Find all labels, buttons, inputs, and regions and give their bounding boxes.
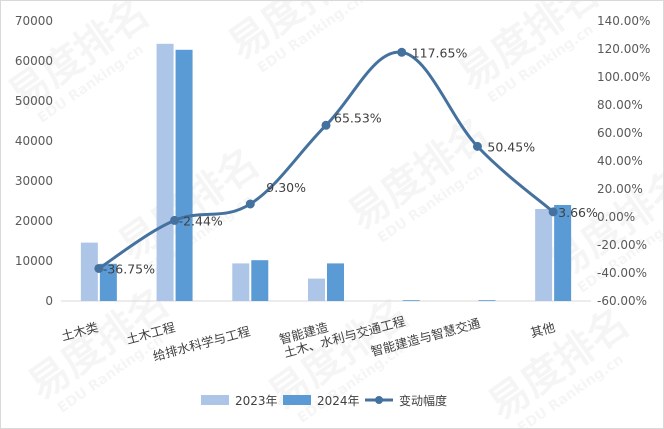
bar-2024 (99, 263, 117, 301)
bar-2024 (554, 205, 572, 301)
right-tick-label: 40.00% (597, 154, 643, 168)
change-point (472, 141, 482, 151)
left-tick-label: 20000 (15, 214, 53, 228)
right-tick-label: 60.00% (597, 126, 643, 140)
bar-2024 (251, 260, 269, 301)
bar-2024 (327, 263, 344, 301)
change-label: 117.65% (412, 45, 468, 60)
bars (80, 43, 572, 302)
change-line (94, 47, 558, 273)
left-tick-label: 10000 (15, 254, 53, 268)
legend-swatch (201, 395, 229, 405)
change-point (548, 207, 558, 217)
right-tick-label: -60.00% (597, 294, 647, 308)
left-tick-label: 40000 (15, 134, 53, 148)
right-tick-label: -20.00% (597, 238, 647, 252)
legend-label: 2023年 (235, 394, 278, 408)
change-point (170, 215, 180, 225)
change-point (245, 199, 255, 209)
legend-marker (375, 396, 383, 404)
change-label: -2.44% (179, 213, 223, 228)
bar-2023 (232, 263, 250, 301)
change-point (321, 120, 331, 130)
change-label: 3.66% (558, 205, 598, 220)
bar-2024 (478, 300, 496, 301)
legend-label: 变动幅度 (399, 393, 447, 408)
bar-2023 (156, 43, 174, 302)
left-tick-label: 60000 (15, 54, 53, 68)
right-tick-label: 20.00% (597, 182, 643, 196)
bar-2024 (402, 300, 420, 301)
change-label: 9.30% (266, 180, 306, 195)
right-tick-label: 100.00% (597, 70, 650, 84)
left-tick-label: 50000 (15, 94, 53, 108)
category-label: 其他 (529, 319, 558, 340)
left-axis: 0 10000 20000 30000 40000 50000 60000 70000 (15, 14, 591, 308)
change-label: 50.45% (487, 139, 535, 154)
bar-2023 (535, 209, 553, 301)
right-tick-label: 120.00% (597, 42, 650, 56)
legend-swatch (283, 395, 311, 405)
legend-label: 2024年 (317, 394, 360, 408)
bar-2024 (175, 49, 193, 301)
right-tick-label: 140.00% (597, 14, 650, 28)
left-tick-label: 0 (45, 294, 53, 308)
left-tick-label: 70000 (15, 14, 53, 28)
change-point (94, 263, 104, 273)
legend: 2023年 2024年 变动幅度 (201, 393, 447, 408)
change-point (397, 47, 407, 57)
data-labels: -36.75% -2.44% 9.30% 65.53% 117.65% 50.45% 3.6… (103, 45, 598, 276)
right-axis: -60.00% -40.00% -20.00% 0.00% 20.00% 40.00% 60… (597, 14, 650, 308)
change-label: 65.53% (334, 110, 382, 125)
right-tick-label: 0.00% (597, 210, 635, 224)
left-tick-label: 30000 (15, 174, 53, 188)
right-tick-label: -40.00% (597, 266, 647, 280)
watermark-brand: 易度排名 (450, 1, 607, 99)
right-tick-label: 80.00% (597, 98, 643, 112)
bar-2023 (308, 278, 325, 301)
bar-2023 (80, 242, 98, 301)
change-label: -36.75% (103, 261, 155, 276)
